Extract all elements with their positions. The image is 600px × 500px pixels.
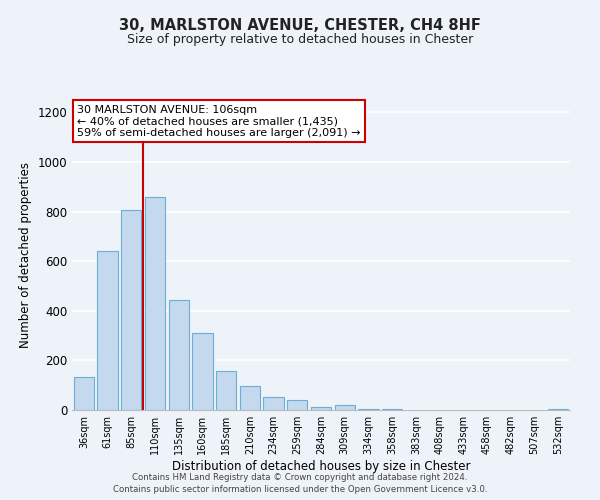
X-axis label: Distribution of detached houses by size in Chester: Distribution of detached houses by size …	[172, 460, 470, 473]
Bar	[74, 376, 94, 410]
Bar	[169, 300, 189, 410]
Bar	[287, 400, 307, 410]
Bar	[548, 409, 568, 410]
Text: 30 MARLSTON AVENUE: 106sqm
← 40% of detached houses are smaller (1,435)
59% of s: 30 MARLSTON AVENUE: 106sqm ← 40% of deta…	[77, 104, 361, 138]
Bar	[97, 252, 118, 410]
Bar	[121, 210, 142, 410]
Bar	[358, 409, 379, 410]
Bar	[216, 371, 236, 410]
Bar	[240, 386, 260, 410]
Bar	[263, 397, 284, 410]
Bar	[335, 405, 355, 410]
Text: Size of property relative to detached houses in Chester: Size of property relative to detached ho…	[127, 32, 473, 46]
Text: Contains public sector information licensed under the Open Government Licence v3: Contains public sector information licen…	[113, 485, 487, 494]
Bar	[311, 406, 331, 410]
Y-axis label: Number of detached properties: Number of detached properties	[19, 162, 32, 348]
Bar	[382, 409, 402, 410]
Bar	[193, 333, 212, 410]
Text: 30, MARLSTON AVENUE, CHESTER, CH4 8HF: 30, MARLSTON AVENUE, CHESTER, CH4 8HF	[119, 18, 481, 32]
Text: Contains HM Land Registry data © Crown copyright and database right 2024.: Contains HM Land Registry data © Crown c…	[132, 472, 468, 482]
Bar	[145, 196, 165, 410]
